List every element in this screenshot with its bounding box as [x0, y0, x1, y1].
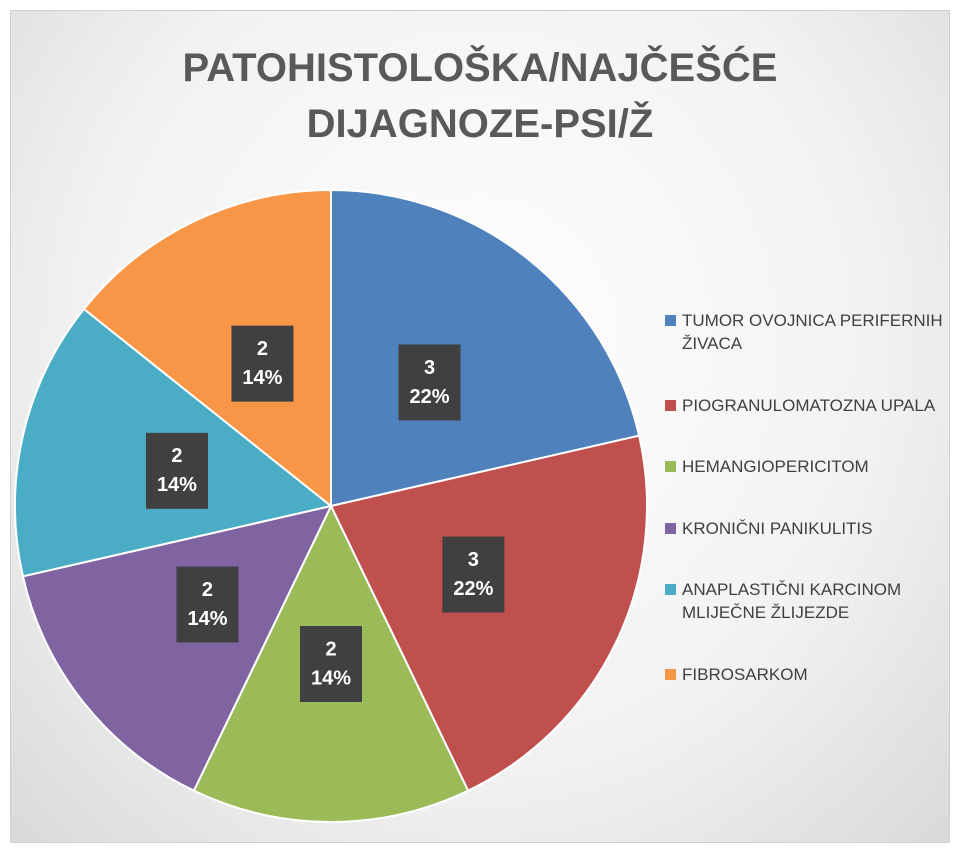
- legend-entry: FIBROSARKOM: [665, 663, 945, 686]
- data-label: 22%: [453, 578, 493, 600]
- legend-swatch: [665, 668, 676, 680]
- data-label: 14%: [311, 667, 351, 689]
- legend-label: FIBROSARKOM: [682, 664, 808, 684]
- data-label: 2: [257, 338, 268, 360]
- legend-swatch: [665, 522, 676, 534]
- pie-slice: [21, 504, 333, 793]
- chart-title: PATOHISTOLOŠKA/NAJČEŠĆE DIJAGNOZE-PSI/Ž: [182, 46, 778, 146]
- legend-label: KRONIČNI PANIKULITIS: [682, 518, 873, 538]
- legend-label: TUMOR OVOJNICA PERIFERNIH ŽIVACA: [682, 311, 943, 354]
- pie-slice: [82, 188, 332, 509]
- data-label: 3: [424, 357, 435, 379]
- legend-entry: HEMANGIOPERICITOM: [665, 455, 945, 478]
- data-label: 3: [468, 549, 479, 571]
- legend: TUMOR OVOJNICA PERIFERNIH ŽIVACA PIOGRANU…: [665, 290, 945, 705]
- legend-label: PIOGRANULOMATOZNA UPALA: [682, 395, 936, 415]
- legend-entry: TUMOR OVOJNICA PERIFERNIH ŽIVACA: [665, 309, 945, 355]
- legend-label: ANAPLASTIČNI KARCINOM MLIJEČNE ŽLIJEZDE: [682, 580, 902, 623]
- legend-swatch: [665, 315, 676, 327]
- data-label-box: [176, 566, 239, 643]
- data-label-box: [231, 325, 294, 402]
- legend-entry: KRONIČNI PANIKULITIS: [665, 517, 945, 540]
- pie-slice: [330, 188, 641, 508]
- legend-label: HEMANGIOPERICITOM: [682, 457, 869, 477]
- data-label: 14%: [187, 608, 227, 630]
- legend-swatch: [665, 461, 676, 473]
- data-label: 2: [202, 579, 213, 601]
- data-label: 22%: [409, 386, 449, 408]
- data-label-box: [300, 626, 362, 702]
- data-label-box: [145, 432, 208, 509]
- pie-slice: [329, 434, 648, 793]
- legend-swatch: [665, 584, 676, 596]
- data-label-box: [398, 344, 461, 421]
- data-label: 2: [325, 638, 336, 660]
- data-label: 14%: [242, 367, 282, 389]
- legend-swatch: [665, 399, 676, 411]
- data-label: 14%: [157, 474, 197, 496]
- legend-entry: ANAPLASTIČNI KARCINOM MLIJEČNE ŽLIJEZDE: [665, 578, 945, 624]
- data-label: 2: [171, 445, 182, 467]
- legend-entry: PIOGRANULOMATOZNA UPALA: [665, 394, 945, 417]
- data-label-box: [442, 536, 505, 613]
